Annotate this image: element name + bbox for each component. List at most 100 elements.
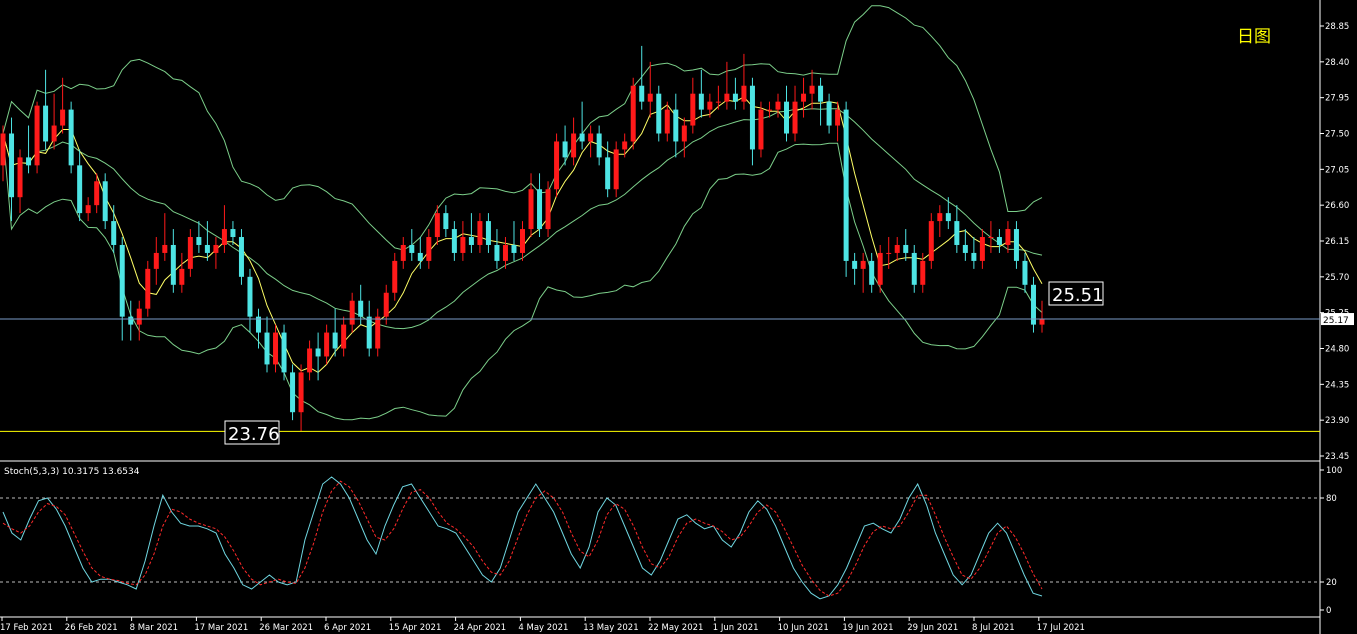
candle-body xyxy=(1039,319,1045,325)
candle-body xyxy=(409,244,415,253)
candle xyxy=(511,221,517,261)
price-tick-label: 26.15 xyxy=(1325,237,1349,247)
candle-body xyxy=(1005,229,1011,245)
stoch-tick-label: 100 xyxy=(1326,466,1342,476)
candle xyxy=(128,300,134,341)
candle-body xyxy=(877,252,883,285)
candle xyxy=(477,213,483,253)
candle xyxy=(392,252,398,301)
candle xyxy=(1005,221,1011,253)
candle-body xyxy=(903,244,909,253)
candle-body xyxy=(136,308,142,325)
candle-body xyxy=(715,101,721,103)
time-tick-label: 8 Jul 2021 xyxy=(972,623,1015,633)
candle-body xyxy=(290,372,296,413)
candle-body xyxy=(647,93,653,102)
candle-body xyxy=(937,213,943,222)
candle xyxy=(187,229,193,277)
candle xyxy=(136,300,142,341)
candle-body xyxy=(809,85,815,94)
candle-body xyxy=(307,348,313,373)
candle-body xyxy=(502,244,508,261)
candle-body xyxy=(656,93,662,134)
candle xyxy=(332,308,338,357)
candle-body xyxy=(468,237,474,245)
candle-body xyxy=(954,221,960,245)
time-tick-label: 26 Feb 2021 xyxy=(65,623,118,633)
candle xyxy=(971,237,977,269)
candle-body xyxy=(545,189,551,230)
candle-body xyxy=(1022,260,1028,285)
candle xyxy=(468,213,474,253)
candle-body xyxy=(962,244,968,253)
candle-body xyxy=(826,101,832,126)
recent-annotation-label: 25.51 xyxy=(1052,285,1104,306)
candle xyxy=(937,205,943,238)
candle xyxy=(962,229,968,261)
candle-body xyxy=(1013,229,1019,261)
candle xyxy=(494,229,500,269)
candle-body xyxy=(60,109,66,126)
time-tick-label: 4 May 2021 xyxy=(518,623,568,633)
candle-body xyxy=(528,189,534,230)
candle xyxy=(204,221,210,261)
candle-body xyxy=(247,276,253,317)
candle xyxy=(400,237,406,269)
candle-body xyxy=(920,260,926,285)
candle xyxy=(605,141,611,198)
candle-body xyxy=(579,133,585,142)
candle-body xyxy=(996,237,1002,245)
candle xyxy=(826,93,832,134)
candle xyxy=(77,149,83,222)
candle-body xyxy=(792,101,798,134)
candle-body xyxy=(315,348,321,357)
price-tick-label: 27.05 xyxy=(1325,165,1349,175)
candle-body xyxy=(758,109,764,150)
candle xyxy=(954,205,960,253)
candle-body xyxy=(801,93,807,102)
candle xyxy=(1030,276,1036,333)
candle xyxy=(341,316,347,357)
candle xyxy=(715,85,721,110)
candle xyxy=(818,77,824,126)
current-price-badge xyxy=(1321,313,1354,326)
candle xyxy=(51,93,57,150)
candle xyxy=(886,237,892,269)
time-tick-label: 15 Apr 2021 xyxy=(389,623,442,633)
candle-body xyxy=(596,133,602,158)
candle-body xyxy=(111,221,117,245)
candle xyxy=(698,69,704,118)
candle xyxy=(162,213,168,261)
candle-body xyxy=(886,252,892,254)
candle-body xyxy=(979,237,985,261)
candle xyxy=(647,61,653,118)
candle-body xyxy=(298,372,304,413)
candle-body xyxy=(281,332,287,373)
candle xyxy=(664,101,670,142)
candle xyxy=(528,173,534,238)
candle-body xyxy=(179,268,185,285)
candle-body xyxy=(443,213,449,230)
candle-body xyxy=(588,133,594,142)
candle-body xyxy=(426,237,432,261)
candle-body xyxy=(196,237,202,245)
candle xyxy=(792,85,798,142)
candle-body xyxy=(170,244,176,285)
candle xyxy=(707,93,713,118)
candle-body xyxy=(775,101,781,110)
candle xyxy=(315,332,321,381)
candle xyxy=(758,101,764,158)
candle xyxy=(775,93,781,118)
candle-body xyxy=(869,260,875,285)
candle xyxy=(571,117,577,166)
candle-body xyxy=(204,244,210,253)
candle-body xyxy=(375,316,381,349)
time-tick-label: 26 Mar 2021 xyxy=(259,623,313,633)
candle xyxy=(809,69,815,110)
recent-annotation-box xyxy=(1048,281,1104,306)
candle xyxy=(1039,300,1045,333)
candle xyxy=(349,292,355,333)
candle xyxy=(741,53,747,110)
